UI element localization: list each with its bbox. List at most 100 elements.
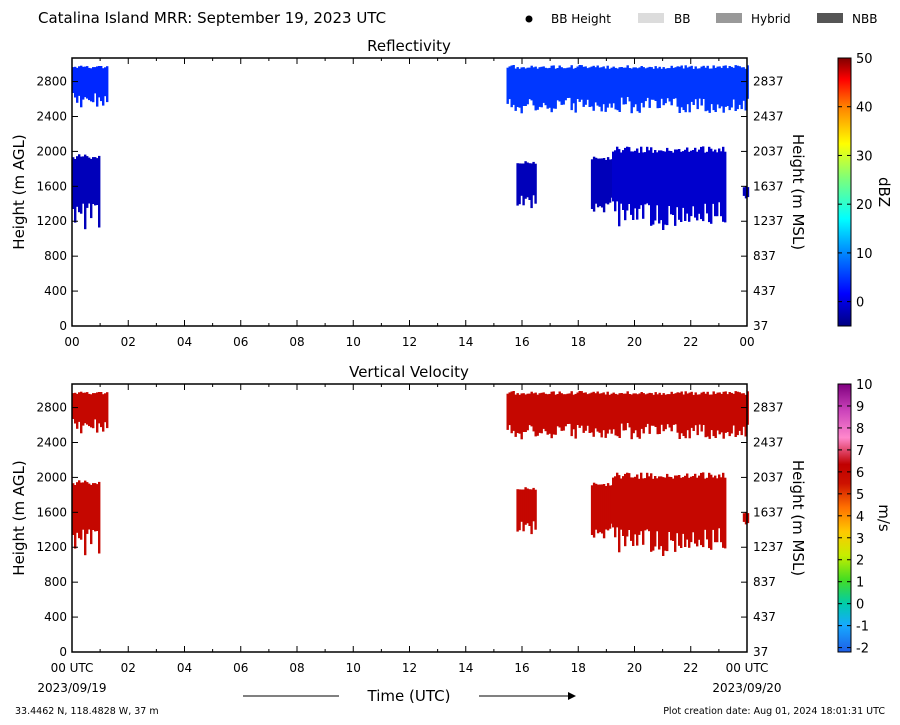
echo-column [76, 67, 79, 103]
echo-column [670, 391, 673, 432]
echo-column [668, 394, 671, 428]
echo-column [538, 393, 541, 433]
x-tick-label: 16 [514, 335, 529, 349]
echo-column [712, 477, 715, 530]
echo-column [594, 157, 598, 204]
echo-column [670, 65, 673, 106]
echo-column [100, 66, 103, 102]
velocity-ticks: 0 37 400 437 800 837 1200 1237 1600 1637 2000 2037 2… [36, 384, 784, 675]
echo-column [712, 151, 715, 204]
echo-column [586, 68, 589, 100]
echo-column [94, 483, 97, 532]
echo-column [628, 68, 631, 102]
echo-column [90, 484, 93, 545]
echo-column [86, 482, 89, 534]
x-tick-label: 06 [233, 661, 248, 675]
echo-column [734, 391, 737, 437]
echo-column [72, 157, 75, 209]
echo-column [744, 68, 747, 111]
echo-column [542, 66, 545, 103]
echo-column [714, 149, 717, 217]
echo-column [506, 393, 509, 430]
echo-region [590, 156, 614, 213]
echo-column [650, 473, 653, 552]
echo-region [742, 512, 750, 525]
echo-column [680, 151, 683, 222]
echo-column [84, 480, 87, 556]
echo-column [568, 67, 571, 98]
echo-column [92, 483, 95, 530]
echo-column [596, 158, 600, 208]
echo-column [602, 158, 606, 213]
echo-column [552, 391, 555, 435]
echo-column [680, 65, 683, 108]
echo-column [86, 392, 89, 425]
echo-column [84, 392, 87, 424]
velocity-ylabel: Height (m AGL) [10, 460, 28, 575]
echo-column [674, 393, 677, 425]
echo-column [612, 477, 615, 528]
echo-column [604, 68, 607, 112]
echo-column [106, 392, 109, 429]
echo-column [590, 159, 594, 209]
echo-column [614, 150, 617, 212]
y-tick-label: 2800 [36, 75, 67, 89]
echo-column [568, 393, 571, 424]
x-tick-label: 10 [346, 661, 361, 675]
echo-column [696, 477, 699, 547]
echo-column [564, 68, 567, 101]
echo-column [732, 67, 735, 100]
echo-region [506, 391, 749, 440]
echo-column [628, 147, 631, 204]
x-tick-label: 16 [514, 661, 529, 675]
echo-column [666, 68, 669, 99]
echo-column [536, 394, 539, 436]
echo-column [602, 392, 605, 431]
y-tick-label-right: 437 [753, 284, 776, 298]
echo-column [622, 67, 625, 105]
echo-column [612, 392, 615, 430]
echo-column [622, 393, 625, 431]
echo-column [74, 392, 77, 424]
echo-column [730, 392, 733, 434]
legend-bb-swatch [638, 13, 664, 23]
echo-column [620, 152, 623, 204]
echo-column [534, 66, 537, 111]
echo-column [646, 393, 649, 424]
echo-column [690, 391, 693, 428]
x-tick-label: 04 [177, 661, 192, 675]
echo-column [712, 65, 715, 111]
echo-column [608, 394, 611, 430]
echo-column [638, 393, 641, 439]
echo-column [632, 393, 635, 434]
y-tick-label-right: 2037 [753, 144, 784, 158]
echo-column [526, 393, 529, 431]
x-tick-label: 12 [402, 661, 417, 675]
echo-column [638, 478, 641, 535]
echo-column [72, 483, 75, 535]
echo-column [600, 158, 604, 208]
echo-column [74, 159, 77, 223]
echo-column [718, 66, 721, 109]
echo-column [634, 150, 637, 209]
echo-column [82, 392, 85, 426]
echo-column [596, 484, 600, 534]
echo-column [610, 393, 613, 434]
echo-column [698, 68, 701, 99]
x-tick-label: 00 [739, 335, 754, 349]
echo-column [88, 157, 91, 204]
start-date-label: 2023/09/19 [37, 681, 106, 695]
echo-column [88, 67, 91, 101]
echo-column [520, 163, 523, 196]
echo-column [668, 68, 671, 102]
echo-column [526, 67, 529, 105]
echo-column [532, 67, 535, 106]
end-date-label: 2023/09/20 [712, 681, 781, 695]
echo-column [744, 394, 747, 437]
echo-column [718, 392, 721, 435]
echo-column [650, 67, 653, 100]
echo-column [590, 66, 593, 107]
echo-column [736, 391, 739, 436]
